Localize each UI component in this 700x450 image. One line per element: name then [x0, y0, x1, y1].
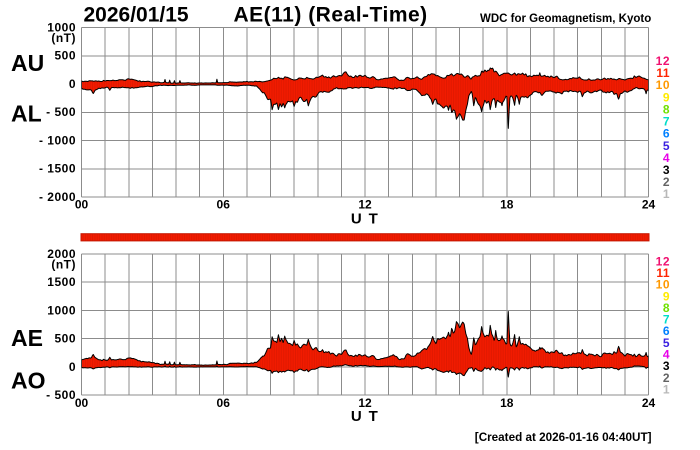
svg-text:6: 6	[663, 127, 670, 141]
svg-text:U T: U T	[351, 408, 379, 425]
svg-text:06: 06	[217, 198, 231, 212]
svg-text:1: 1	[663, 187, 670, 201]
svg-text:1: 1	[663, 382, 670, 396]
svg-text:1000: 1000	[47, 303, 76, 317]
svg-text:00: 00	[75, 198, 89, 212]
svg-text:24: 24	[642, 198, 656, 212]
svg-text:WDC for Geomagnetism, Kyoto: WDC for Geomagnetism, Kyoto	[480, 13, 651, 25]
svg-text:2000: 2000	[47, 247, 76, 261]
svg-text:6: 6	[663, 324, 670, 338]
svg-text:12: 12	[656, 254, 670, 268]
svg-text:1500: 1500	[47, 275, 76, 289]
svg-text:U T: U T	[351, 210, 379, 227]
svg-text:11: 11	[656, 266, 670, 280]
svg-text:- 500: - 500	[46, 388, 76, 402]
svg-text:4: 4	[663, 348, 670, 362]
svg-text:10: 10	[656, 278, 670, 292]
svg-text:500: 500	[54, 49, 76, 63]
svg-text:- 1500: - 1500	[39, 162, 76, 176]
svg-text:5: 5	[663, 336, 670, 350]
svg-text:8: 8	[663, 301, 670, 315]
svg-text:- 500: - 500	[46, 105, 76, 119]
svg-text:18: 18	[500, 396, 514, 410]
svg-text:[Created at 2026-01-16 04:40UT: [Created at 2026-01-16 04:40UT]	[475, 431, 652, 444]
svg-text:00: 00	[75, 396, 89, 410]
svg-text:06: 06	[217, 396, 231, 410]
svg-text:1000: 1000	[47, 20, 76, 34]
svg-text:2: 2	[663, 175, 670, 189]
svg-text:10: 10	[656, 78, 670, 92]
svg-text:12: 12	[358, 198, 372, 212]
svg-text:AE(11) (Real-Time): AE(11) (Real-Time)	[234, 4, 428, 27]
svg-text:8: 8	[663, 102, 670, 116]
svg-text:12: 12	[656, 54, 670, 68]
svg-text:2026/01/15: 2026/01/15	[84, 4, 189, 27]
svg-text:7: 7	[663, 115, 670, 129]
svg-text:7: 7	[663, 313, 670, 327]
svg-text:5: 5	[663, 139, 670, 153]
svg-text:12: 12	[358, 396, 372, 410]
svg-text:500: 500	[54, 332, 76, 346]
svg-text:3: 3	[663, 359, 670, 373]
svg-text:9: 9	[663, 90, 670, 104]
svg-text:18: 18	[500, 198, 514, 212]
svg-text:24: 24	[642, 396, 656, 410]
svg-text:0: 0	[69, 360, 76, 374]
svg-text:- 1000: - 1000	[39, 133, 76, 147]
svg-text:(nT): (nT)	[51, 31, 76, 45]
svg-text:2: 2	[663, 371, 670, 385]
svg-text:AU: AU	[11, 50, 44, 76]
svg-text:9: 9	[663, 289, 670, 303]
svg-text:4: 4	[663, 151, 670, 165]
svg-text:3: 3	[663, 163, 670, 177]
svg-text:AL: AL	[11, 100, 42, 126]
svg-text:AE: AE	[11, 325, 43, 351]
svg-text:- 2000: - 2000	[39, 190, 76, 204]
svg-text:0: 0	[69, 77, 76, 91]
svg-text:(nT): (nT)	[51, 258, 76, 272]
svg-text:11: 11	[656, 66, 670, 80]
svg-text:AO: AO	[11, 367, 46, 393]
